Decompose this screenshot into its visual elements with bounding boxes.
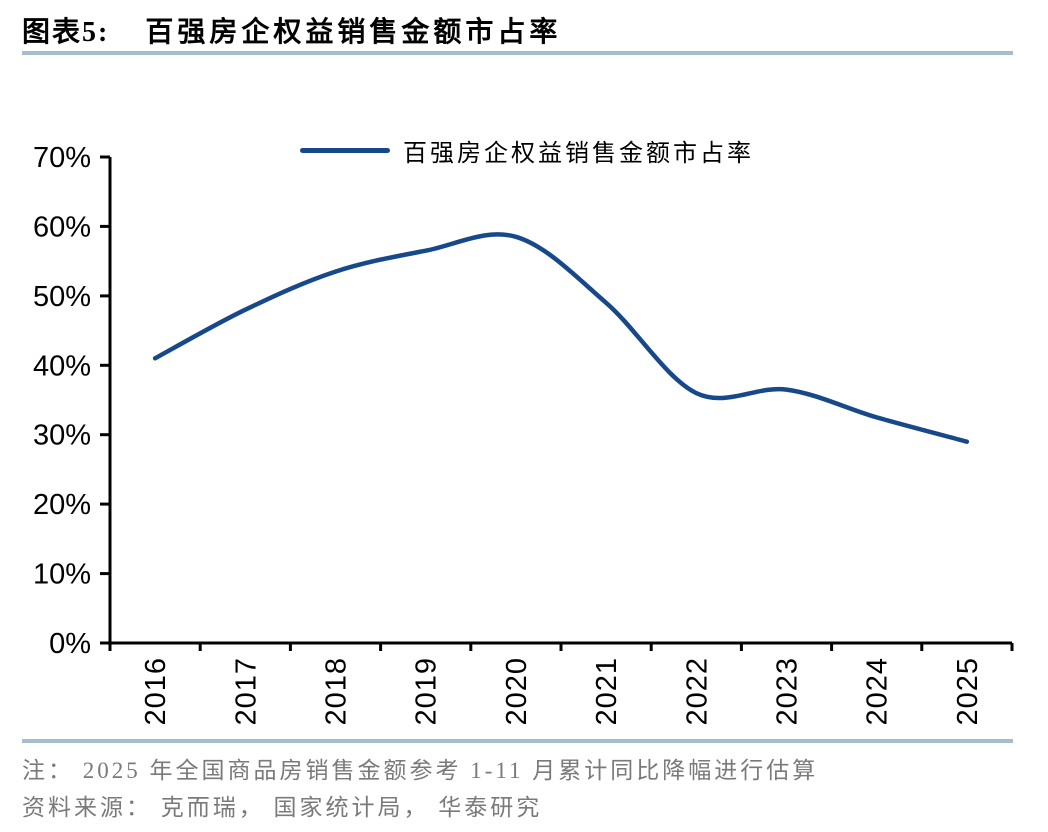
y-tick-label: 40% [33,350,91,382]
figure-label: 图表5: [22,17,110,48]
chart-area: 0% 10% 20% 30% 40% 50% 60% 70% 2016 2017 2018 2019 2… [0,115,1048,747]
legend-line-swatch [300,148,390,153]
x-tick-label: 2016 [140,657,172,726]
header-divider [22,51,1013,55]
footer-divider [22,739,1013,743]
chart-legend: 百强房企权益销售金额市占率 [300,133,754,168]
y-tick-label: 10% [33,559,91,591]
series-line [152,232,970,444]
y-tick-label: 30% [33,420,91,452]
y-tick-label: 60% [33,211,91,243]
x-tick-label: 2020 [501,657,533,726]
y-tick-label: 70% [33,142,91,174]
figure-title: 百强房企权益销售金额市占率 [145,17,562,48]
y-tick-label: 0% [49,628,91,660]
chart-source: 资料来源： 克而瑞， 国家统计局， 华泰研究 [22,795,543,820]
x-tick-label: 2019 [411,657,443,726]
y-tick-label: 20% [33,489,91,521]
y-tick-label: 50% [33,281,91,313]
x-tick-label: 2022 [681,657,713,726]
x-tick-label: 2021 [591,657,623,726]
x-tick-label: 2025 [952,657,984,726]
figure-header: 图表5: 百强房企权益销售金额市占率 [22,10,561,50]
x-tick-label: 2018 [321,657,353,726]
x-tick-label: 2024 [862,657,894,726]
x-tick-label: 2017 [230,657,262,726]
legend-label: 百强房企权益销售金额市占率 [403,141,754,167]
line-chart: 0% 10% 20% 30% 40% 50% 60% 70% 2016 2017 2018 2019 2… [33,142,1014,726]
chart-note: 注： 2025 年全国商品房销售金额参考 1-11 月累计同比降幅进行估算 [22,758,819,783]
x-tick-label: 2023 [772,657,804,726]
axes [108,157,1012,651]
